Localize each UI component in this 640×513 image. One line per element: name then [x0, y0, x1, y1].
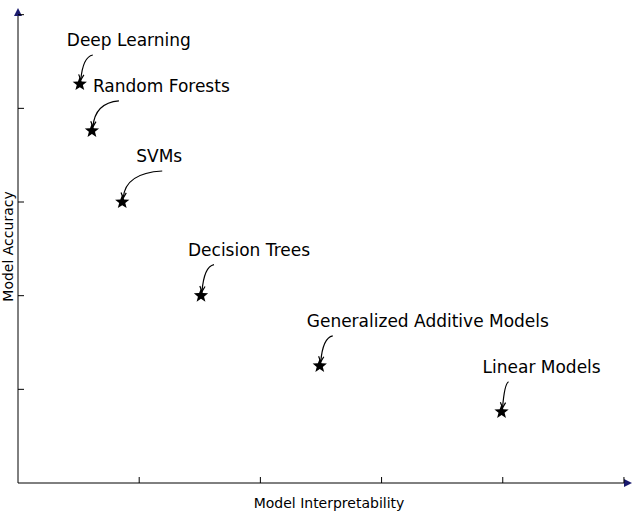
- marks: [73, 76, 509, 417]
- x-axis-line: [18, 483, 630, 484]
- label-arrow-head: [121, 192, 126, 198]
- y-tick: [18, 389, 24, 390]
- point-label: SVMs: [136, 146, 182, 166]
- x-tick: [260, 477, 261, 483]
- x-axis-arrow: [624, 479, 632, 487]
- label-arrow: [93, 101, 119, 127]
- y-tick: [18, 108, 24, 109]
- point-label: Linear Models: [483, 357, 601, 377]
- x-tick: [502, 477, 503, 483]
- label-arrow: [503, 382, 509, 408]
- y-tick: [18, 295, 24, 296]
- point-label: Random Forests: [93, 76, 230, 96]
- y-axis-title: Model Accuracy: [0, 191, 16, 301]
- x-tick: [139, 477, 140, 483]
- label-arrow-head: [319, 356, 324, 362]
- x-tick: [381, 477, 382, 483]
- x-tick: [623, 477, 624, 483]
- point-label: Deep Learning: [67, 30, 191, 50]
- y-axis-line: [18, 10, 19, 483]
- chart-container: Model Interpretability Model Accuracy Deep…: [0, 0, 640, 513]
- label-arrow-head: [200, 286, 205, 292]
- label-arrow: [123, 171, 162, 198]
- label-arrow-head: [500, 402, 505, 408]
- y-tick: [18, 202, 24, 203]
- x-axis-title: Model Interpretability: [254, 495, 405, 511]
- point-label: Decision Trees: [188, 240, 310, 260]
- label-arrow-head: [79, 74, 84, 80]
- label-arrow-head: [91, 121, 96, 127]
- point-label: Generalized Additive Models: [307, 311, 549, 331]
- chart-svg: Model Interpretability Model Accuracy Deep…: [0, 0, 640, 513]
- y-tick: [18, 14, 24, 15]
